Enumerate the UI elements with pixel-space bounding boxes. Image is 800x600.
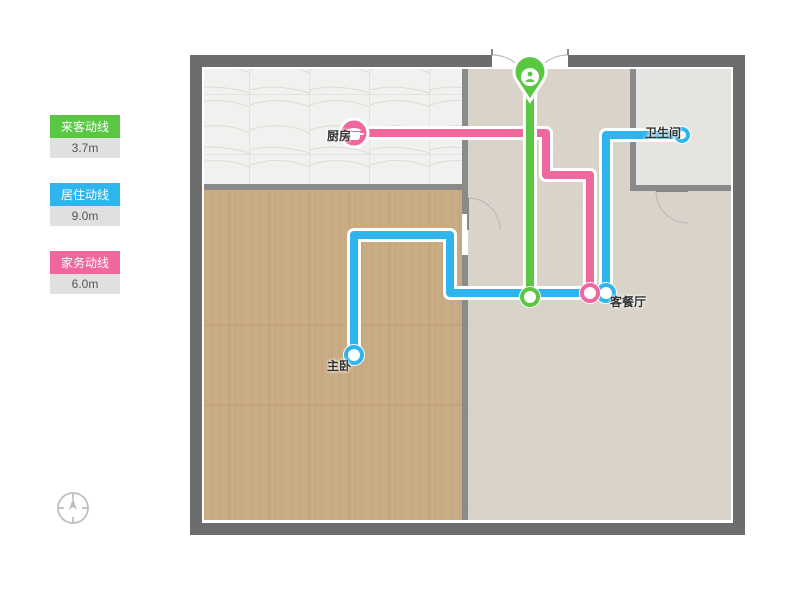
legend-item-chores: 家务动线 6.0m — [50, 251, 120, 294]
legend-value: 3.7m — [50, 138, 120, 158]
legend-value: 6.0m — [50, 274, 120, 294]
room-label-living: 客餐厅 — [610, 293, 646, 310]
legend-item-resident: 居住动线 9.0m — [50, 183, 120, 226]
legend-label: 家务动线 — [50, 251, 120, 274]
legend-item-guest: 来客动线 3.7m — [50, 115, 120, 158]
floor-plan: 厨房 卫生间 客餐厅 主卧 — [190, 35, 745, 555]
compass-icon — [55, 490, 91, 526]
legend-label: 居住动线 — [50, 183, 120, 206]
room-label-kitchen: 厨房 — [327, 127, 351, 144]
legend-value: 9.0m — [50, 206, 120, 226]
room-label-bathroom: 卫生间 — [645, 124, 681, 141]
legend-label: 来客动线 — [50, 115, 120, 138]
room-label-bedroom: 主卧 — [327, 357, 351, 374]
legend: 来客动线 3.7m 居住动线 9.0m 家务动线 6.0m — [50, 115, 120, 319]
